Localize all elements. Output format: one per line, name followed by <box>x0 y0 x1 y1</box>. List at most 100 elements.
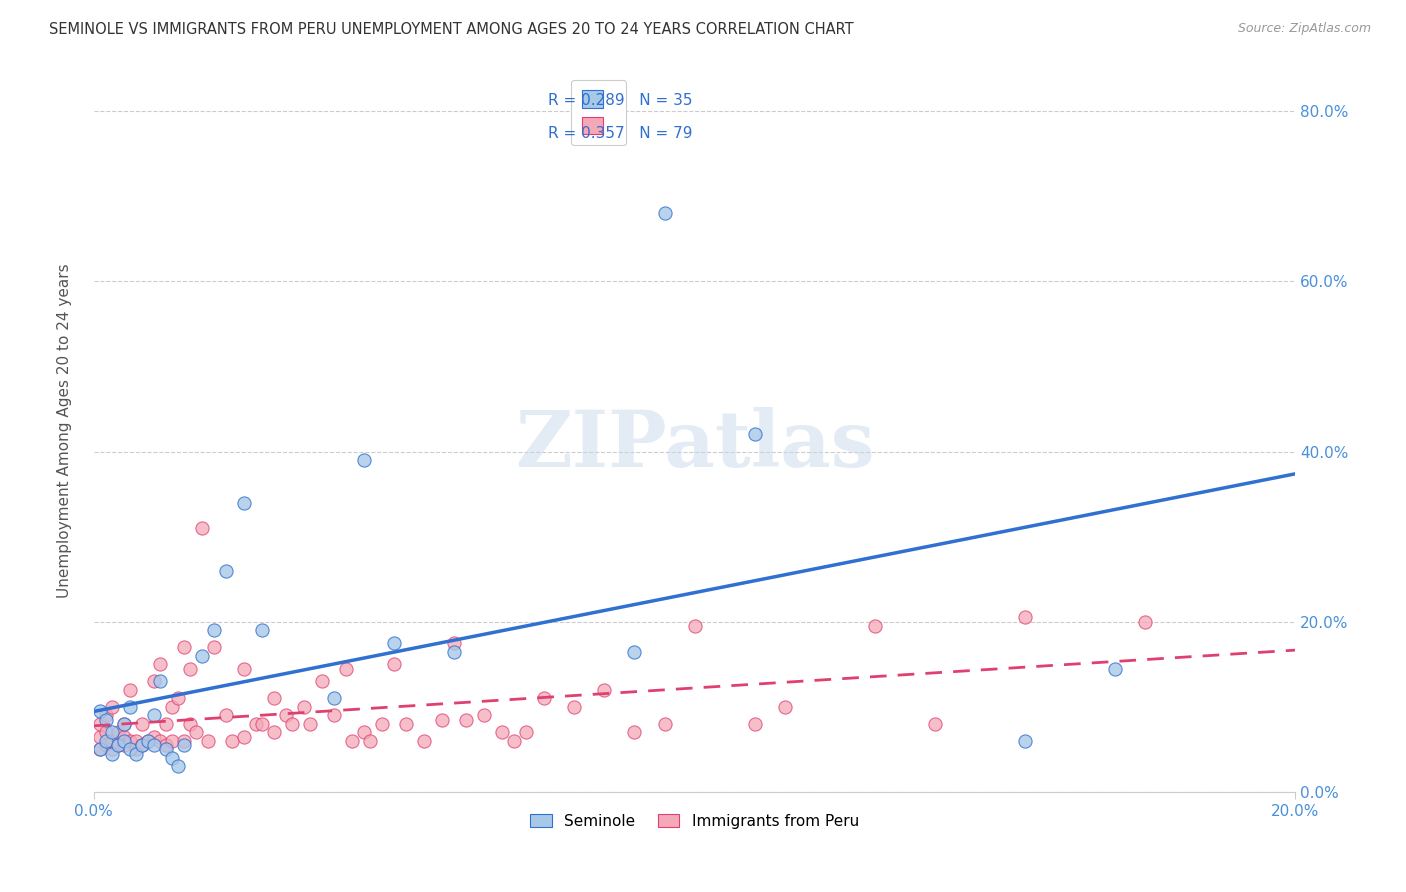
Point <box>179 717 201 731</box>
Point <box>89 742 111 756</box>
Point <box>155 742 177 756</box>
Point <box>160 699 183 714</box>
Point <box>654 717 676 731</box>
Point <box>382 657 405 672</box>
Point <box>191 521 214 535</box>
Point <box>131 738 153 752</box>
Point <box>1135 615 1157 629</box>
Point <box>100 699 122 714</box>
Point <box>89 704 111 718</box>
Point <box>155 738 177 752</box>
Point <box>623 644 645 658</box>
Point <box>89 742 111 756</box>
Point <box>533 691 555 706</box>
Point <box>94 708 117 723</box>
Point <box>118 699 141 714</box>
Text: ZIPatlas: ZIPatlas <box>515 407 875 483</box>
Text: Source: ZipAtlas.com: Source: ZipAtlas.com <box>1237 22 1371 36</box>
Point <box>131 738 153 752</box>
Point <box>94 713 117 727</box>
Point <box>1104 661 1126 675</box>
Point <box>298 717 321 731</box>
Point <box>179 661 201 675</box>
Point <box>149 674 172 689</box>
Point <box>94 738 117 752</box>
Point <box>112 738 135 752</box>
Point <box>683 619 706 633</box>
Point <box>353 725 375 739</box>
Point <box>166 759 188 773</box>
Point <box>323 691 346 706</box>
Point <box>281 717 304 731</box>
Point <box>395 717 418 731</box>
Point <box>100 742 122 756</box>
Point <box>413 734 436 748</box>
Point <box>142 738 165 752</box>
Point <box>100 734 122 748</box>
Point <box>221 734 243 748</box>
Point <box>100 725 122 739</box>
Point <box>773 699 796 714</box>
Point <box>311 674 333 689</box>
Point <box>443 644 465 658</box>
Point <box>191 648 214 663</box>
Point <box>118 682 141 697</box>
Point <box>274 708 297 723</box>
Point <box>215 708 238 723</box>
Point <box>564 699 586 714</box>
Point <box>118 742 141 756</box>
Point <box>160 751 183 765</box>
Point <box>432 713 454 727</box>
Point <box>340 734 363 748</box>
Point <box>654 206 676 220</box>
Point <box>89 730 111 744</box>
Point <box>263 725 285 739</box>
Point <box>100 747 122 761</box>
Text: SEMINOLE VS IMMIGRANTS FROM PERU UNEMPLOYMENT AMONG AGES 20 TO 24 YEARS CORRELAT: SEMINOLE VS IMMIGRANTS FROM PERU UNEMPLO… <box>49 22 853 37</box>
Point <box>107 738 129 752</box>
Point <box>112 717 135 731</box>
Point <box>118 734 141 748</box>
Point <box>515 725 537 739</box>
Point <box>250 717 273 731</box>
Point <box>202 624 225 638</box>
Point <box>456 713 478 727</box>
Point <box>292 699 315 714</box>
Text: R = 0.357   N = 79: R = 0.357 N = 79 <box>548 126 693 141</box>
Point <box>89 717 111 731</box>
Point <box>1014 610 1036 624</box>
Point <box>353 453 375 467</box>
Point <box>142 674 165 689</box>
Point <box>142 708 165 723</box>
Point <box>166 691 188 706</box>
Point <box>359 734 381 748</box>
Text: R = 0.289   N = 35: R = 0.289 N = 35 <box>548 93 693 108</box>
Legend: Seminole, Immigrants from Peru: Seminole, Immigrants from Peru <box>524 807 865 835</box>
Point <box>382 636 405 650</box>
Point <box>149 734 172 748</box>
Point <box>173 734 195 748</box>
Point <box>112 730 135 744</box>
Point <box>107 738 129 752</box>
Point <box>131 717 153 731</box>
Point <box>924 717 946 731</box>
Point <box>443 636 465 650</box>
Point <box>491 725 513 739</box>
Point <box>245 717 267 731</box>
Point <box>371 717 394 731</box>
Point <box>263 691 285 706</box>
Point <box>335 661 357 675</box>
Point <box>593 682 616 697</box>
Point <box>94 725 117 739</box>
Point <box>184 725 207 739</box>
Point <box>125 747 148 761</box>
Point <box>160 734 183 748</box>
Point <box>125 734 148 748</box>
Point <box>173 738 195 752</box>
Point <box>744 717 766 731</box>
Point <box>142 730 165 744</box>
Point <box>136 734 159 748</box>
Point <box>173 640 195 655</box>
Point <box>197 734 219 748</box>
Point <box>107 725 129 739</box>
